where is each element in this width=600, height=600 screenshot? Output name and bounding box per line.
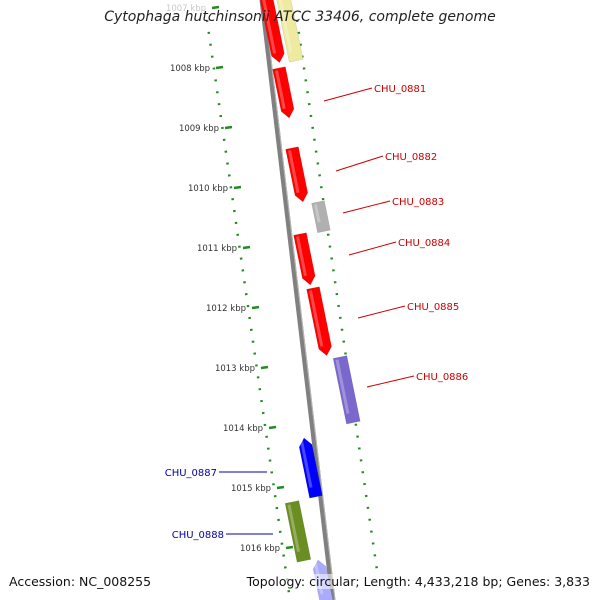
scale-tick-mark (285, 545, 294, 550)
scale-tick-mark (233, 185, 242, 190)
gene-arrow-chu_0882 (285, 146, 309, 203)
gene-label[interactable]: CHU_0888 (172, 530, 224, 541)
scale-dots-right (295, 19, 379, 571)
scale-track: 1007 kbp 1008 kbp 1009 kbp 1010 kbp 1011 kbp… (166, 4, 379, 600)
scale-tick-label: 1013 kbp (215, 364, 255, 374)
scale-tick-mark (268, 425, 277, 430)
scale-tick-label: 1012 kbp (206, 304, 246, 314)
scale-tick-mark (211, 5, 220, 10)
gene-label[interactable]: CHU_0881 (374, 84, 426, 95)
scale-tick-mark (242, 245, 251, 250)
gene-arrow-chu_0881 (272, 66, 295, 119)
scale-tick-mark (224, 125, 233, 130)
gene-leader-line (335, 155, 384, 172)
backbone-highlight (263, 0, 336, 600)
genome-title: Cytophaga hutchinsonii ATCC 33406, compl… (104, 9, 496, 25)
scale-tick-label: 1008 kbp (170, 64, 210, 74)
gene-label[interactable]: CHU_0887 (165, 468, 217, 479)
gene-label[interactable]: CHU_0885 (407, 302, 459, 313)
accession-text: Accession: NC_008255 (9, 574, 152, 589)
scale-tick-label: 1007 kbp (166, 4, 206, 14)
scale-tick-mark (260, 365, 269, 370)
scale-tick-mark (215, 65, 224, 70)
scale-tick-label: 1016 kbp (240, 544, 280, 554)
gene-arrow-chu_0884 (293, 232, 316, 286)
gene-label[interactable]: CHU_0882 (385, 152, 437, 163)
gene-arrow-chu_0885 (306, 286, 332, 357)
feature-track (259, 0, 361, 600)
scale-tick-label: 1010 kbp (188, 184, 228, 194)
genome-backbone (259, 0, 336, 600)
scale-tick-mark (276, 485, 285, 490)
gene-label[interactable]: CHU_0886 (416, 372, 468, 383)
gene-arrow-chu_0883 (311, 200, 331, 233)
scale-tick-label: 1009 kbp (179, 124, 219, 134)
gene-box-partial-yellow (275, 0, 304, 63)
gene-arrow-chu_0887 (298, 437, 323, 499)
scale-dots-left (205, 19, 292, 600)
gene-leader-line (342, 200, 391, 214)
gene-leader-line (366, 375, 415, 388)
gene-leader-line (357, 305, 406, 319)
gene-label[interactable]: CHU_0884 (398, 238, 450, 249)
gene-leader-line (348, 241, 397, 256)
gene-leader-line (323, 87, 373, 102)
scale-tick-mark (251, 305, 260, 310)
gene-arrow-chu_0886 (332, 355, 361, 425)
scale-tick-label: 1011 kbp (197, 244, 237, 254)
backbone-line (259, 0, 336, 600)
scale-tick-label: 1014 kbp (223, 424, 263, 434)
gene-label[interactable]: CHU_0883 (392, 197, 444, 208)
gene-label-layer: CHU_0881 CHU_0882 CHU_0883 CHU_0884 CHU_0885… (165, 84, 469, 541)
gene-arrow-chu_0888 (284, 500, 312, 563)
genome-summary-text: Topology: circular; Length: 4,433,218 bp… (246, 574, 590, 589)
scale-tick-label: 1015 kbp (231, 484, 271, 494)
gene-arrow-partial-top (259, 0, 285, 64)
